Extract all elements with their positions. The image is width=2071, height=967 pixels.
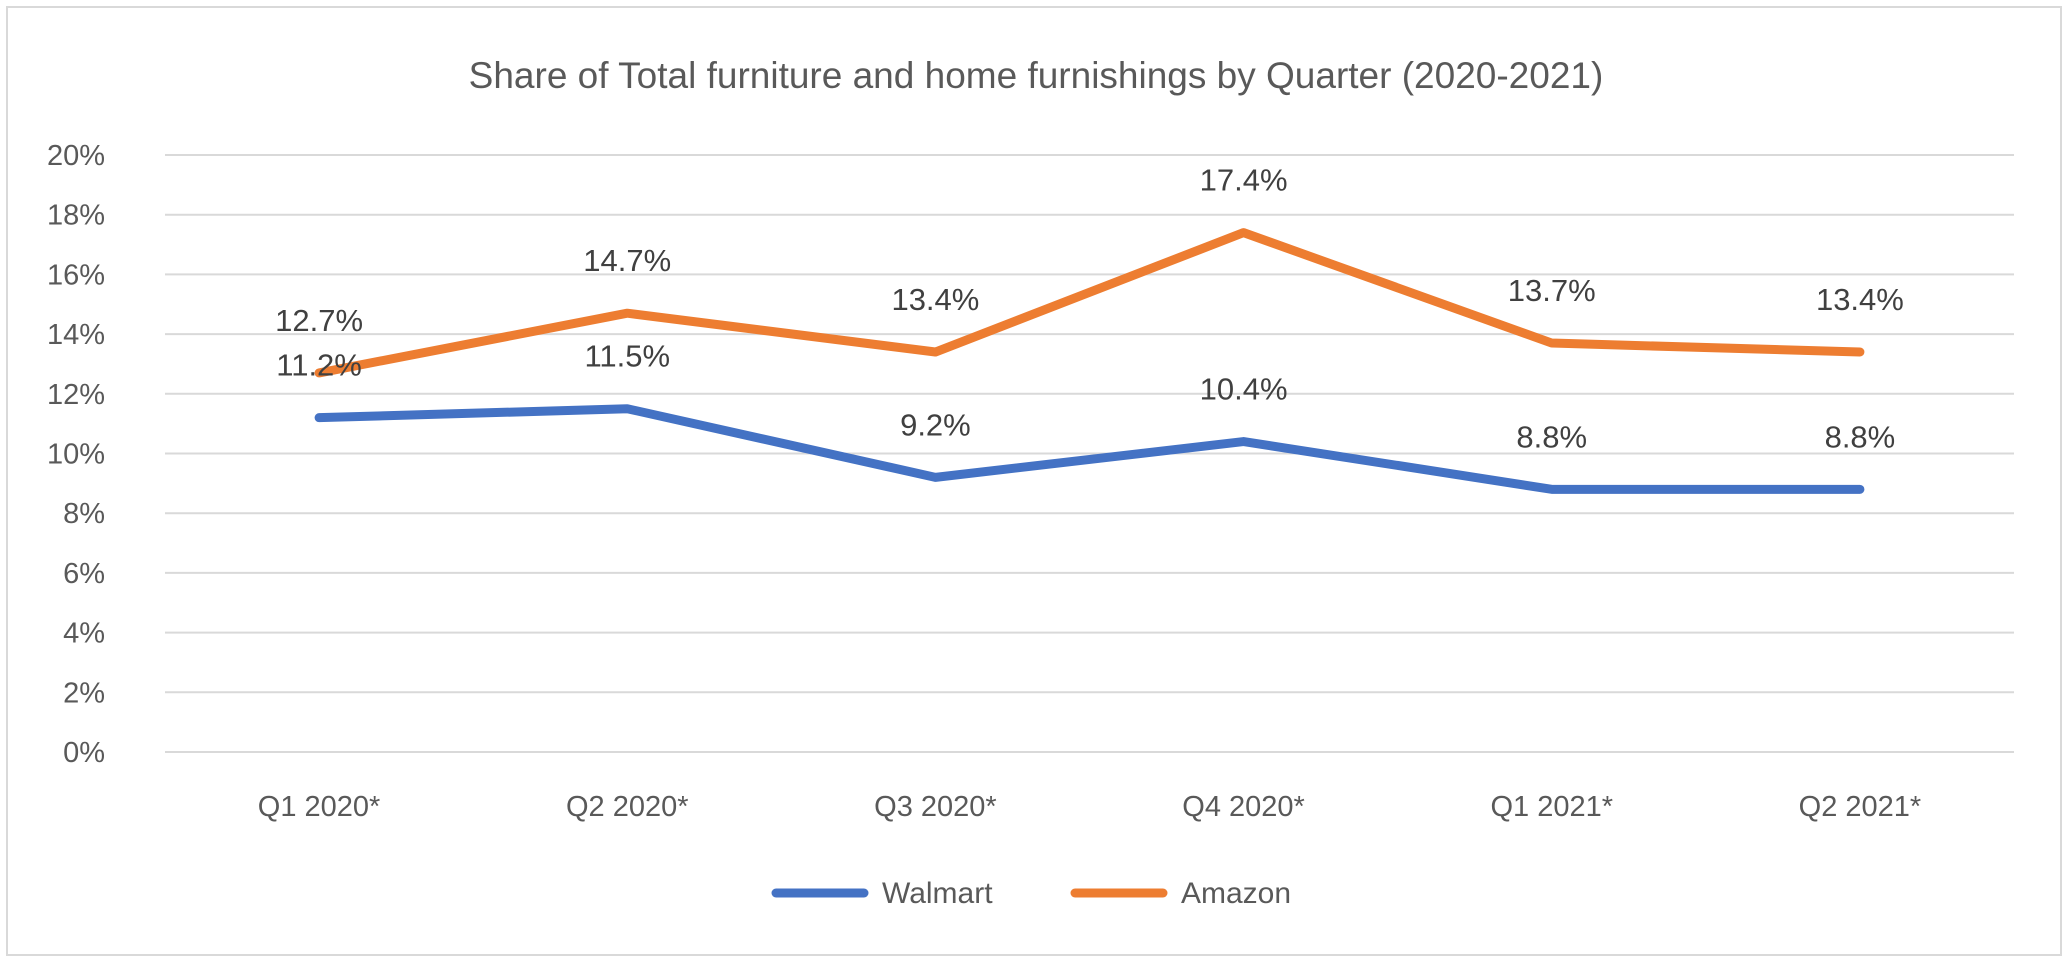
legend-label-amazon: Amazon (1181, 877, 1291, 910)
data-label: 9.2% (900, 407, 971, 442)
series-line-walmart (314, 404, 1865, 494)
data-label: 8.8% (1825, 419, 1896, 454)
x-tick-label: Q3 2020* (874, 791, 997, 823)
y-tick-label: 20% (47, 140, 105, 172)
y-tick-label: 6% (63, 558, 105, 590)
x-tick-label: Q4 2020* (1182, 791, 1305, 823)
data-label: 14.7% (583, 243, 671, 278)
chart-frame (6, 6, 2062, 956)
x-tick-label: Q1 2021* (1490, 791, 1613, 823)
y-tick-label: 8% (63, 498, 105, 530)
y-tick-label: 0% (63, 737, 105, 769)
data-label: 13.4% (891, 282, 979, 317)
y-tick-label: 12% (47, 379, 105, 411)
data-label: 11.2% (276, 348, 362, 383)
data-label: 13.7% (1508, 273, 1596, 308)
x-tick-label: Q2 2020* (566, 791, 689, 823)
data-label: 11.5% (584, 339, 670, 374)
chart-title: Share of Total furniture and home furnis… (469, 55, 1604, 96)
y-tick-label: 14% (47, 319, 105, 351)
series-line-amazon (314, 228, 1865, 378)
data-label: 17.4% (1200, 163, 1288, 198)
y-tick-label: 16% (47, 259, 105, 291)
y-tick-label: 18% (47, 200, 105, 232)
x-tick-label: Q2 2021* (1799, 791, 1922, 823)
legend-label-walmart: Walmart (882, 877, 993, 910)
data-label: 10.4% (1200, 372, 1288, 407)
data-label: 13.4% (1816, 282, 1904, 317)
x-tick-label: Q1 2020* (258, 791, 381, 823)
data-label: 8.8% (1516, 419, 1587, 454)
data-label: 12.7% (275, 303, 363, 338)
y-tick-label: 10% (47, 439, 105, 471)
y-tick-label: 4% (63, 618, 105, 650)
y-tick-label: 2% (63, 677, 105, 709)
